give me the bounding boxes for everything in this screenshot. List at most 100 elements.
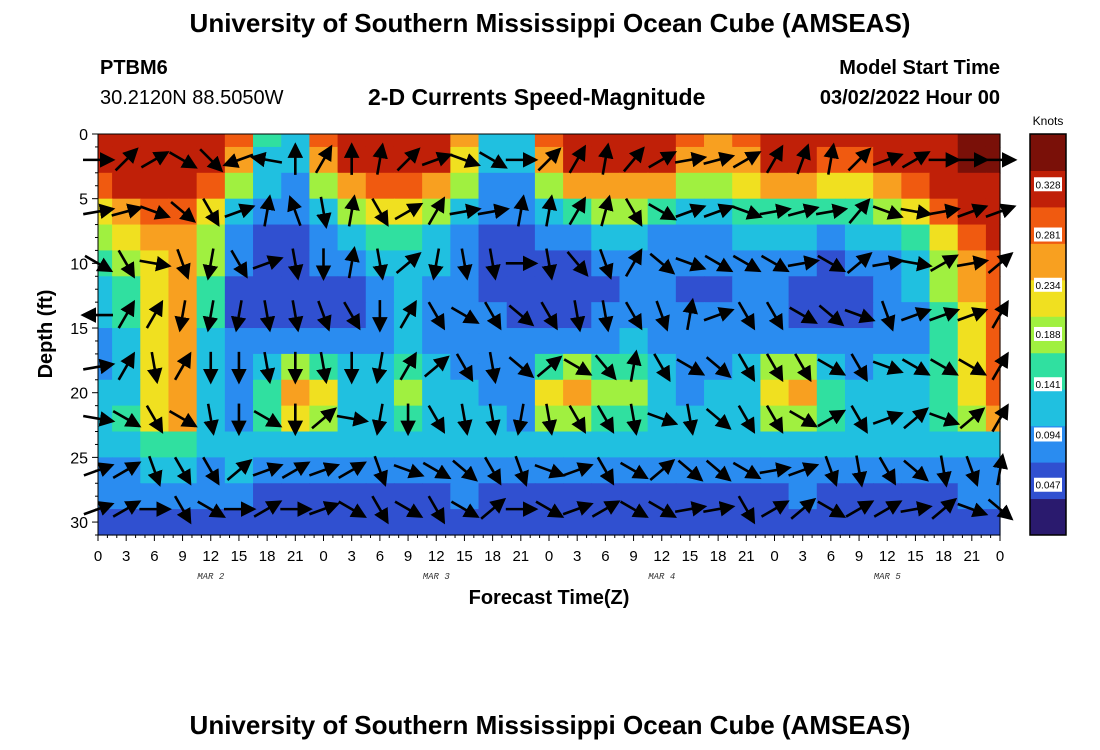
heatmap-cell <box>901 379 931 407</box>
heatmap-cell <box>816 276 846 303</box>
heatmap-cell <box>422 276 451 303</box>
current-vector-arrow <box>677 459 704 482</box>
heatmap-cell <box>901 172 931 200</box>
current-vector-arrow <box>674 501 708 517</box>
current-vector-arrow <box>872 204 904 220</box>
heatmap-cell <box>844 224 874 252</box>
heatmap-cell <box>929 431 959 458</box>
heatmap-cell <box>98 134 113 148</box>
current-vector-arrow <box>394 500 424 518</box>
heatmap-cell <box>168 483 198 510</box>
current-vector-arrow <box>139 256 172 272</box>
heatmap-cell <box>337 431 367 458</box>
x-tick-label: 6 <box>601 548 609 565</box>
heatmap-cell <box>337 509 367 536</box>
heatmap-cell <box>224 172 254 200</box>
x-tick-label: 9 <box>855 548 863 565</box>
current-vector-arrow <box>230 300 247 333</box>
y-tick-label: 5 <box>79 192 88 209</box>
current-vector-arrow <box>765 301 784 331</box>
x-tick-label: 12 <box>428 548 445 565</box>
heatmap-cell <box>957 328 987 355</box>
current-vector-arrow <box>705 356 732 379</box>
heatmap-cell <box>619 134 649 148</box>
heatmap-cell <box>253 379 282 407</box>
current-vector-arrow <box>880 300 896 332</box>
current-vector-arrow <box>202 300 219 333</box>
heatmap-cell <box>196 134 226 148</box>
heatmap-cell <box>647 224 677 252</box>
current-vector-arrow <box>655 300 670 332</box>
heatmap-cell <box>844 483 874 510</box>
heatmap-cell <box>253 483 282 510</box>
heatmap-cell <box>224 483 254 510</box>
heatmap-cell <box>816 134 846 148</box>
heatmap-cell <box>788 328 818 355</box>
heatmap-cell <box>704 276 733 303</box>
current-vector-arrow <box>737 353 756 383</box>
heatmap-cell <box>393 276 423 303</box>
current-vector-arrow <box>566 251 589 277</box>
station-id: PTBM6 <box>100 57 168 79</box>
heatmap-cell <box>506 224 536 252</box>
current-vector-arrow <box>845 500 875 518</box>
heatmap-cell <box>788 172 818 200</box>
heatmap-cell <box>760 276 790 303</box>
x-tick-label: 21 <box>963 548 980 565</box>
colorbar-label-bg <box>1034 277 1062 292</box>
current-vector-arrow <box>765 404 784 434</box>
heatmap-cell <box>985 483 1001 510</box>
heatmap-cell <box>168 431 198 458</box>
current-vector-arrow <box>457 403 473 436</box>
model-start-label: Model Start Time <box>839 57 1000 79</box>
heatmap-cell <box>760 379 790 407</box>
current-vector-arrow <box>508 304 535 327</box>
current-vectors <box>80 142 1018 525</box>
colorbar-tick-label: 0.234 <box>1035 281 1060 292</box>
heatmap-cell <box>253 328 282 355</box>
heatmap-cell <box>309 379 339 407</box>
x-tick-label: 12 <box>653 548 670 565</box>
heatmap-cell <box>478 509 508 536</box>
current-vector-arrow <box>452 459 478 482</box>
heatmap-cell <box>760 224 790 252</box>
heatmap-cell <box>647 172 677 200</box>
colorbar-swatch <box>1030 389 1066 427</box>
heatmap-cell <box>450 224 480 252</box>
y-tick-label: 30 <box>70 515 88 532</box>
current-vector-arrow <box>594 354 617 381</box>
colorbar-swatch <box>1030 498 1066 536</box>
heatmap-cell <box>196 509 226 536</box>
current-vector-arrow <box>399 351 417 381</box>
current-vector-arrow <box>928 203 961 219</box>
heatmap-cell <box>873 483 902 510</box>
heatmap-cell <box>98 172 113 200</box>
current-vector-arrow <box>449 203 482 219</box>
heatmap-cell <box>140 509 170 536</box>
heatmap-cell <box>901 224 931 252</box>
x-tick-label: 15 <box>456 548 473 565</box>
heatmap-cell <box>196 172 226 200</box>
heatmap-cell <box>619 172 649 200</box>
heatmap-cell <box>873 276 902 303</box>
current-vector-arrow <box>287 248 304 281</box>
heatmap-cell <box>647 328 677 355</box>
colorbar-tick-label: 0.094 <box>1035 430 1060 441</box>
heatmap-cell <box>140 276 170 303</box>
heatmap-cell <box>619 483 649 510</box>
heatmap-cell <box>422 172 451 200</box>
heatmap-cell <box>224 509 254 536</box>
heatmap-cell <box>704 328 733 355</box>
current-vector-arrow <box>956 255 990 271</box>
current-vector-arrow <box>534 463 566 479</box>
current-vector-arrow <box>483 301 502 331</box>
heatmap-cell <box>168 328 198 355</box>
heatmap-cell <box>393 328 423 355</box>
current-vector-arrow <box>537 147 562 172</box>
heatmap-cell <box>760 509 790 536</box>
current-vector-arrow <box>900 307 932 322</box>
x-tick-label: 9 <box>629 548 637 565</box>
heatmap-cell <box>591 276 621 303</box>
current-vector-arrow <box>624 197 643 227</box>
heatmap-cell <box>112 431 141 458</box>
